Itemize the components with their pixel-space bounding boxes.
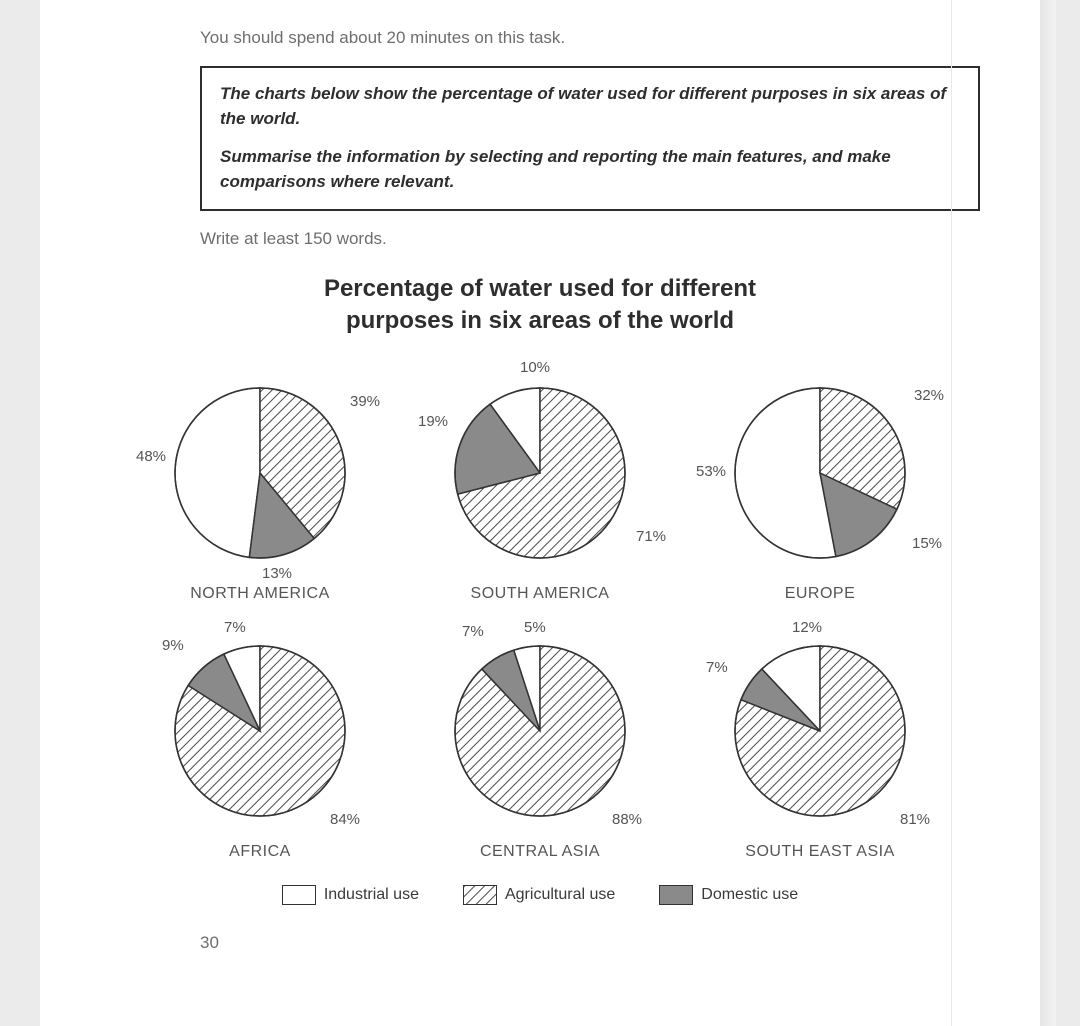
region-name: SOUTH AMERICA: [471, 585, 610, 603]
pie-wrap: 12% 81% 7%: [700, 621, 940, 841]
swatch-agricultural: [463, 885, 497, 905]
slice-label: 15%: [912, 535, 942, 552]
slice-label: 7%: [224, 619, 246, 636]
legend-industrial: Industrial use: [282, 885, 419, 905]
slice-label: 13%: [262, 565, 292, 582]
slice-label: 88%: [612, 811, 642, 828]
pie-wrap: 5% 88% 7%: [420, 621, 660, 841]
legend-label-industrial: Industrial use: [324, 886, 419, 904]
pie-africa: 7% 84% 9% AFRICA: [140, 621, 380, 861]
pie-svg: [140, 363, 380, 583]
page-sheet: You should spend about 20 minutes on thi…: [40, 0, 1040, 1026]
slice-label: 32%: [914, 387, 944, 404]
legend-label-agricultural: Agricultural use: [505, 886, 615, 904]
slice-label: 12%: [792, 619, 822, 636]
region-name: EUROPE: [785, 585, 856, 603]
swatch-industrial: [282, 885, 316, 905]
legend-domestic: Domestic use: [659, 885, 798, 905]
region-name: AFRICA: [229, 843, 291, 861]
chart-title-line-2: purposes in six areas of the world: [346, 307, 734, 334]
pies-grid: 48%39%13%NORTH AMERICA10%71%19%SOUTH AME…: [140, 363, 940, 861]
slice-label: 10%: [520, 359, 550, 376]
slice-label: 48%: [136, 448, 166, 465]
region-name: NORTH AMERICA: [190, 585, 330, 603]
task-instruction: You should spend about 20 minutes on thi…: [200, 28, 980, 48]
min-words: Write at least 150 words.: [200, 229, 980, 249]
slice-label: 39%: [350, 393, 380, 410]
slice-label: 81%: [900, 811, 930, 828]
pie-south-america: 10%71%19% SOUTH AMERICA: [420, 363, 660, 603]
legend: Industrial use Agricultural use Domestic…: [100, 885, 980, 905]
region-name: SOUTH EAST ASIA: [745, 843, 894, 861]
slice-label: 9%: [162, 637, 184, 654]
prompt-line-1: The charts below show the percentage of …: [220, 82, 960, 131]
swatch-domestic: [659, 885, 693, 905]
chart-title: Percentage of water used for different p…: [100, 273, 980, 338]
slice-label: 7%: [706, 659, 728, 676]
slice-label: 19%: [418, 413, 448, 430]
legend-agricultural: Agricultural use: [463, 885, 615, 905]
slice-label: 5%: [524, 619, 546, 636]
pie-wrap: 10%71%19%: [420, 363, 660, 583]
pie-wrap: 7% 84% 9%: [140, 621, 380, 841]
pie-svg: [700, 621, 940, 841]
region-name: CENTRAL ASIA: [480, 843, 600, 861]
pie-central-asia: 5% 88% 7% CENTRAL ASIA: [420, 621, 660, 861]
pie-europe: 53%32%15% EUROPE: [700, 363, 940, 603]
pie-svg: [420, 363, 660, 583]
pie-svg: [700, 363, 940, 583]
chart-title-line-1: Percentage of water used for different: [324, 275, 756, 302]
pie-wrap: 48%39%13%: [140, 363, 380, 583]
pie-svg: [140, 621, 380, 841]
slice-label: 84%: [330, 811, 360, 828]
page-number: 30: [200, 933, 980, 953]
legend-label-domestic: Domestic use: [701, 886, 798, 904]
prompt-line-2: Summarise the information by selecting a…: [220, 145, 960, 194]
pie-svg: [420, 621, 660, 841]
prompt-box: The charts below show the percentage of …: [200, 66, 980, 211]
slice-industrial: [175, 388, 260, 557]
pie-wrap: 53%32%15%: [700, 363, 940, 583]
torn-edge: [1040, 0, 1056, 1026]
slice-label: 53%: [696, 463, 726, 480]
slice-label: 71%: [636, 528, 666, 545]
margin-rule: [951, 0, 952, 1026]
pie-south-east-asia: 12% 81% 7% SOUTH EAST ASIA: [700, 621, 940, 861]
pie-north-america: 48%39%13%NORTH AMERICA: [140, 363, 380, 603]
slice-label: 7%: [462, 623, 484, 640]
